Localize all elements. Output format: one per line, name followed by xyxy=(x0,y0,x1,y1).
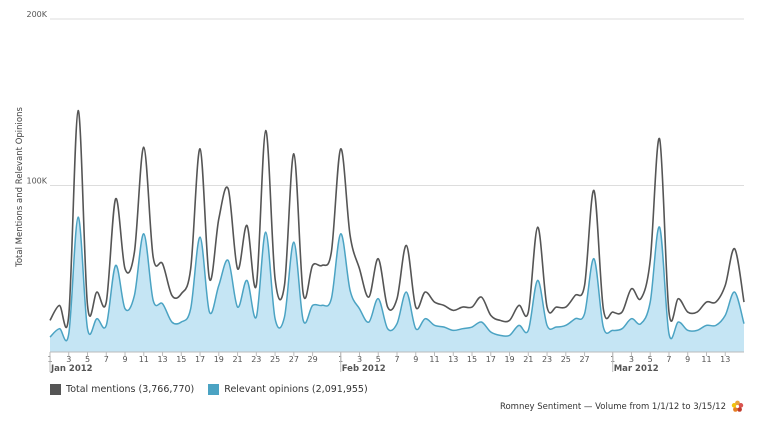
chart: 100K 200K Total Mentions and Relevant Opi… xyxy=(15,10,745,374)
x-tick-label: 3 xyxy=(357,355,362,364)
x-tick-label: 13 xyxy=(720,355,730,364)
x-tick-label: 7 xyxy=(666,355,671,364)
x-tick-label: 17 xyxy=(486,355,496,364)
x-tick-label: 15 xyxy=(467,355,477,364)
legend-item-total-mentions[interactable]: Total mentions (3,766,770) xyxy=(50,384,194,395)
series-layer xyxy=(49,109,745,352)
x-tick-label: 9 xyxy=(413,355,418,364)
x-tick-label: 25 xyxy=(270,355,280,364)
x-tick-label: 19 xyxy=(504,355,514,364)
month-label: Jan 2012 xyxy=(50,364,93,374)
legend-label-relevant-opinions: Relevant opinions (2,091,955) xyxy=(224,384,368,395)
x-tick-label: 21 xyxy=(523,355,533,364)
x-tick-label: 23 xyxy=(542,355,552,364)
month-label: Mar 2012 xyxy=(614,364,659,374)
x-tick-label: 29 xyxy=(308,355,318,364)
x-tick-label: 7 xyxy=(104,355,109,364)
x-tick-label: 25 xyxy=(561,355,571,364)
y-tick-label: 100K xyxy=(26,177,47,186)
y-tick-labels: 100K 200K xyxy=(26,10,47,186)
y-tick-label: 200K xyxy=(26,10,47,19)
legend-swatch-relevant-opinions xyxy=(208,384,220,395)
relevant-opinions-area xyxy=(50,217,744,352)
legend-swatch-total-mentions xyxy=(50,384,61,395)
flower-logo-icon xyxy=(731,400,744,412)
legend-label-total-mentions: Total mentions (3,766,770) xyxy=(66,384,195,395)
x-tick-label: 21 xyxy=(232,355,242,364)
x-tick-label: 13 xyxy=(157,355,167,364)
x-tick-label: 27 xyxy=(579,355,589,364)
x-tick-label: 13 xyxy=(448,355,458,364)
month-label: Feb 2012 xyxy=(342,364,386,374)
legend-item-relevant-opinions[interactable]: Relevant opinions (2,091,955) xyxy=(208,384,368,395)
total-mentions-line xyxy=(49,109,745,328)
x-tick-label: 23 xyxy=(251,355,261,364)
legend: Total mentions (3,766,770) Relevant opin… xyxy=(50,384,382,395)
x-tick-label: 5 xyxy=(376,355,381,364)
x-tick-label: 11 xyxy=(139,355,149,364)
x-tick-label: 27 xyxy=(289,355,299,364)
x-tick-label: 11 xyxy=(429,355,439,364)
x-tick-label: 5 xyxy=(85,355,90,364)
y-axis-label: Total Mentions and Relevant Opinions xyxy=(15,107,25,268)
relevant-opinions-line xyxy=(49,216,745,342)
x-axis: 1357911131517192123252729135791113151719… xyxy=(47,351,744,374)
x-tick-label: 17 xyxy=(195,355,205,364)
x-tick-label: 7 xyxy=(394,355,399,364)
x-tick-label: 5 xyxy=(648,355,653,364)
x-tick-label: 15 xyxy=(176,355,186,364)
footer-text: Romney Sentiment — Volume from 1/1/12 to… xyxy=(499,401,726,412)
x-tick-label: 9 xyxy=(122,355,127,364)
x-tick-label: 3 xyxy=(629,355,634,364)
x-tick-label: 19 xyxy=(214,355,224,364)
x-tick-label: 3 xyxy=(66,355,71,364)
x-tick-label: 9 xyxy=(685,355,690,364)
x-tick-label: 11 xyxy=(701,355,711,364)
footer-caption: Romney Sentiment — Volume from 1/1/12 to… xyxy=(500,400,744,413)
gridlines xyxy=(50,18,744,186)
